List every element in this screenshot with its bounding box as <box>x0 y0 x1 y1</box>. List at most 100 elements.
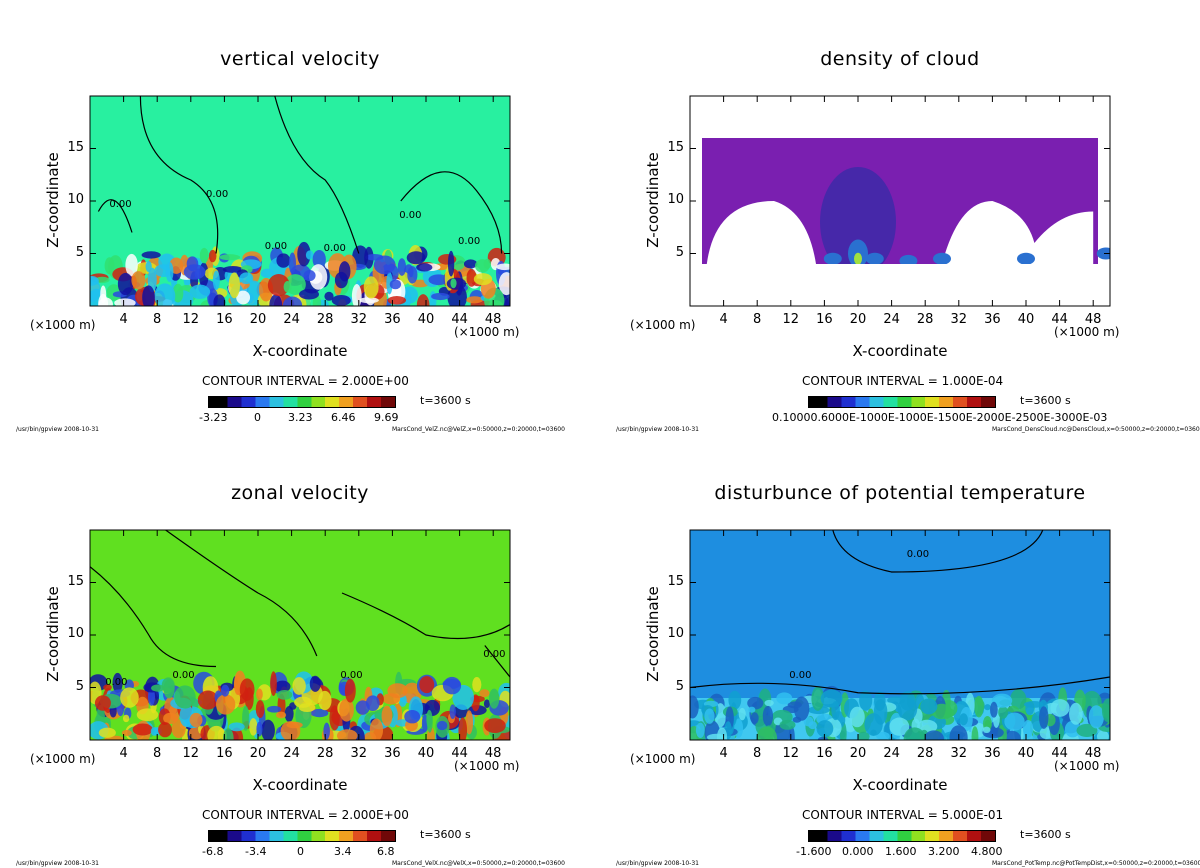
contour-line <box>97 199 133 233</box>
y-tick-label: 15 <box>667 139 684 155</box>
field-cell <box>270 671 277 696</box>
field-cell <box>916 719 938 734</box>
field-cell <box>154 283 176 306</box>
footer-left: /usr/bin/gpview 2008-10-31 <box>616 426 699 433</box>
field-cell <box>158 722 172 738</box>
x-unit-label: (×1000 m) <box>454 759 520 773</box>
field-cell <box>121 729 132 737</box>
chart-title: density of cloud <box>820 48 980 70</box>
field-cell <box>472 676 482 693</box>
field-cell <box>142 285 155 306</box>
contour-line <box>690 676 1110 695</box>
x-tick-label: 12 <box>182 746 200 761</box>
contour-label: 0.00 <box>206 188 229 200</box>
y-axis-label: Z-coordinate <box>644 586 662 682</box>
x-tick-label: 4 <box>719 312 728 327</box>
footer-left: /usr/bin/gpview 2008-10-31 <box>16 860 99 867</box>
field-cell <box>104 257 115 275</box>
field-cell <box>261 719 275 740</box>
contour-line <box>832 530 1044 573</box>
x-tick-label: 4 <box>119 312 128 327</box>
field-cell <box>120 687 139 708</box>
field-cell <box>249 718 258 736</box>
field-cell <box>228 272 240 299</box>
contour-line <box>484 645 510 678</box>
field-cell <box>373 255 396 275</box>
field-cell <box>334 271 348 289</box>
y-axis-label: Z-coordinate <box>44 152 62 248</box>
field-cell <box>213 294 226 306</box>
clear-region <box>706 201 816 264</box>
field-cell <box>132 723 153 736</box>
field-cell <box>474 259 490 273</box>
y-tick-label: 5 <box>675 244 684 260</box>
cloud-blob <box>899 254 918 267</box>
field-cell <box>803 716 814 727</box>
x-axis-label: X-coordinate <box>252 776 348 794</box>
field-cell <box>949 725 968 740</box>
field-cell <box>974 695 984 718</box>
contour-interval: CONTOUR INTERVAL = 2.000E+00 <box>202 808 409 822</box>
field-cell <box>447 250 455 277</box>
field-cell <box>971 726 979 740</box>
x-tick-label: 12 <box>182 312 200 327</box>
field-cell <box>899 691 916 711</box>
vertical-velocity-panel: vertical velocity 4 8 12 16 20 24 28 32 36 40 44 48 5… <box>0 0 600 434</box>
field-cell <box>236 290 251 305</box>
plot-svg <box>689 95 1111 307</box>
field-cell <box>816 720 834 738</box>
field-cell <box>498 272 510 296</box>
field-cell <box>1022 719 1034 738</box>
field-cell <box>386 271 393 295</box>
field-cell <box>363 276 379 299</box>
contour-line <box>90 566 217 668</box>
field-cell <box>419 676 435 694</box>
x-tick-label: 8 <box>153 746 162 761</box>
time-label: t=3600 s <box>1020 828 1071 841</box>
y-tick-label: 5 <box>75 678 84 694</box>
field-cell <box>1004 712 1025 731</box>
x-tick-label: 44 <box>1051 312 1068 327</box>
field-cell <box>889 717 910 736</box>
field-cell <box>849 706 865 728</box>
x-tick-label: 32 <box>950 746 968 761</box>
colorbar-tick-label: 3.200 <box>928 845 960 858</box>
field-cell <box>276 253 291 268</box>
y-tick-label: 10 <box>67 192 84 207</box>
field-cell <box>920 698 938 715</box>
field-cell <box>276 690 293 700</box>
field-cell <box>303 269 316 282</box>
field-cell <box>779 719 796 730</box>
cloud-blob <box>823 252 842 265</box>
x-unit-label: (×1000 m) <box>630 752 696 766</box>
field-cell <box>466 296 483 304</box>
field-cell <box>228 722 245 732</box>
x-tick-label: 32 <box>950 312 968 327</box>
contour-label: 0.00 <box>264 241 288 253</box>
x-tick-label: 28 <box>316 746 334 761</box>
time-label: t=3600 s <box>1020 394 1071 407</box>
field-cell <box>903 727 926 740</box>
cloud-blob <box>1096 247 1110 260</box>
x-tick-label: 24 <box>283 312 300 327</box>
field-cell <box>873 699 888 725</box>
field-cell <box>197 690 219 710</box>
colorbar <box>208 396 396 408</box>
y-axis-label: Z-coordinate <box>44 586 62 682</box>
field-cell <box>465 710 474 735</box>
field-cell <box>756 726 778 740</box>
x-tick-label: 24 <box>283 746 300 761</box>
field-cell <box>365 695 380 711</box>
x-unit-label: (×1000 m) <box>1054 325 1120 339</box>
field-cell <box>831 700 840 721</box>
density-of-cloud-panel: density of cloud 4 8 12 16 20 24 28 32 36 40 44 48 5 1… <box>600 0 1200 434</box>
x-tick-label: 32 <box>350 746 368 761</box>
x-tick-label: 8 <box>753 312 762 327</box>
footer-right: MarsCond_VelZ.nc@VelZ,x=0:50000,z=0:2000… <box>392 426 565 433</box>
field-cell <box>479 689 490 698</box>
field-cell <box>112 672 123 693</box>
x-tick-label: 20 <box>249 312 267 327</box>
field-cell <box>309 264 328 290</box>
cloud-core <box>820 167 896 277</box>
field-cell <box>189 284 211 299</box>
